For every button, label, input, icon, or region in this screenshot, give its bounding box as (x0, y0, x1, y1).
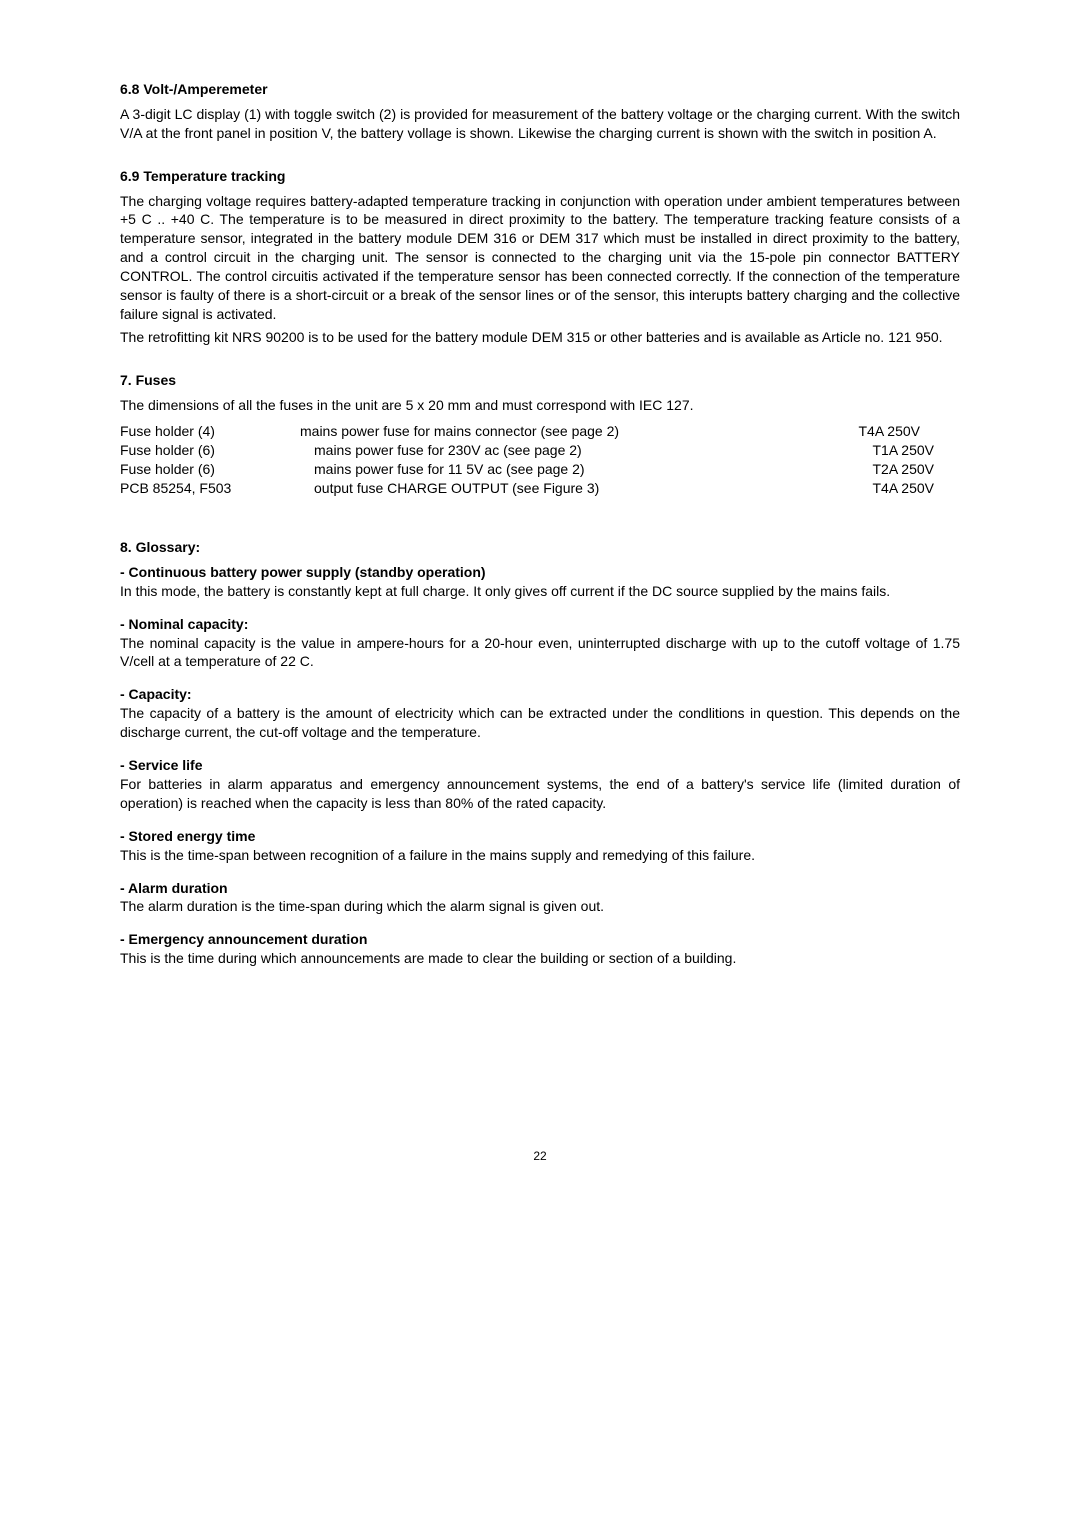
glossary-term-body: The alarm duration is the time-span duri… (120, 897, 960, 916)
glossary-term-body: This is the time-span between recognitio… (120, 846, 960, 865)
fuse-col-1: Fuse holder (6) (120, 460, 300, 479)
fuse-col-2: mains power fuse for 230V ac (see page 2… (300, 441, 834, 460)
glossary-term-heading: - Nominal capacity: (120, 615, 960, 634)
fuse-col-2: mains power fuse for mains connector (se… (300, 422, 820, 441)
section-7-intro: The dimensions of all the fuses in the u… (120, 396, 960, 415)
glossary-term-heading: - Alarm duration (120, 879, 960, 898)
table-row: PCB 85254, F503 output fuse CHARGE OUTPU… (120, 479, 960, 498)
fuse-col-1: Fuse holder (4) (120, 422, 300, 441)
glossary-term-body: For batteries in alarm apparatus and eme… (120, 775, 960, 813)
glossary-term-body: This is the time during which announceme… (120, 949, 960, 968)
section-6-9-body-2: The retrofitting kit NRS 90200 is to be … (120, 328, 960, 347)
glossary-term-body: In this mode, the battery is constantly … (120, 582, 960, 601)
section-8-heading: 8. Glossary: (120, 538, 960, 557)
glossary-term-heading: - Service life (120, 756, 960, 775)
glossary-term-body: The nominal capacity is the value in amp… (120, 634, 960, 672)
fuse-col-2: output fuse CHARGE OUTPUT (see Figure 3) (300, 479, 834, 498)
fuse-col-3: T4A 250V (820, 422, 920, 441)
table-row: Fuse holder (4) mains power fuse for mai… (120, 422, 960, 441)
fuse-col-1: Fuse holder (6) (120, 441, 300, 460)
glossary-term-heading: - Capacity: (120, 685, 960, 704)
fuse-col-1: PCB 85254, F503 (120, 479, 300, 498)
section-6-8-body: A 3-digit LC display (1) with toggle swi… (120, 105, 960, 143)
table-row: Fuse holder (6) mains power fuse for 230… (120, 441, 960, 460)
fuse-col-2: mains power fuse for 11 5V ac (see page … (300, 460, 834, 479)
page-number: 22 (120, 1148, 960, 1164)
glossary-term-body: The capacity of a battery is the amount … (120, 704, 960, 742)
glossary-term-heading: - Emergency announcement duration (120, 930, 960, 949)
section-7-heading: 7. Fuses (120, 371, 960, 390)
fuse-col-3: T4A 250V (834, 479, 934, 498)
section-6-9-heading: 6.9 Temperature tracking (120, 167, 960, 186)
section-6-9-body-1: The charging voltage requires battery-ad… (120, 192, 960, 324)
section-6-8-heading: 6.8 Volt-/Amperemeter (120, 80, 960, 99)
fuse-table: Fuse holder (4) mains power fuse for mai… (120, 422, 960, 498)
glossary-term-heading: - Continuous battery power supply (stand… (120, 563, 960, 582)
fuse-col-3: T1A 250V (834, 441, 934, 460)
table-row: Fuse holder (6) mains power fuse for 11 … (120, 460, 960, 479)
fuse-col-3: T2A 250V (834, 460, 934, 479)
glossary-term-heading: - Stored energy time (120, 827, 960, 846)
